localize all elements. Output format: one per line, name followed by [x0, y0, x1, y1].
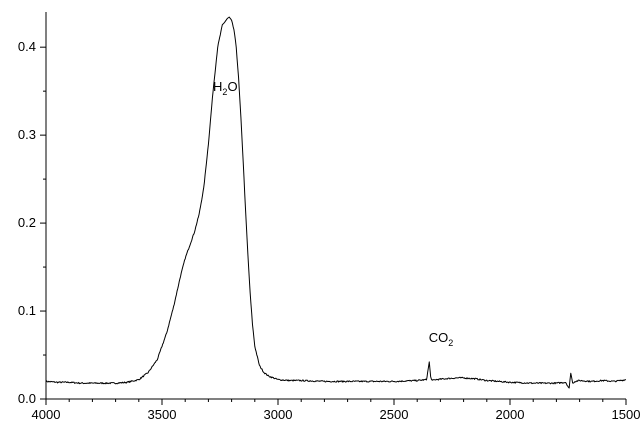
x-tick-label: 3000: [264, 407, 293, 422]
x-tick-label: 2000: [496, 407, 525, 422]
y-tick-label: 0.3: [18, 127, 36, 142]
y-tick-label: 0.0: [18, 391, 36, 406]
axes: 0.0 0.1 0.2 0.3 0.4 4000 3500 3000 2500 2000 1500: [18, 12, 641, 422]
peak-label: CO2: [429, 330, 454, 348]
x-tick-label: 4000: [32, 407, 61, 422]
annotations: H2O CO2: [213, 79, 453, 348]
y-tick-label: 0.1: [18, 303, 36, 318]
plot-area: [45, 16, 627, 389]
x-tick-label: 3500: [148, 407, 177, 422]
y-tick-label: 0.4: [18, 39, 36, 54]
spectrum-line: [45, 16, 627, 389]
y-tick-label: 0.2: [18, 215, 36, 230]
x-tick-label: 1500: [612, 407, 641, 422]
x-tick-label: 2500: [380, 407, 409, 422]
peak-label: H2O: [213, 79, 238, 97]
